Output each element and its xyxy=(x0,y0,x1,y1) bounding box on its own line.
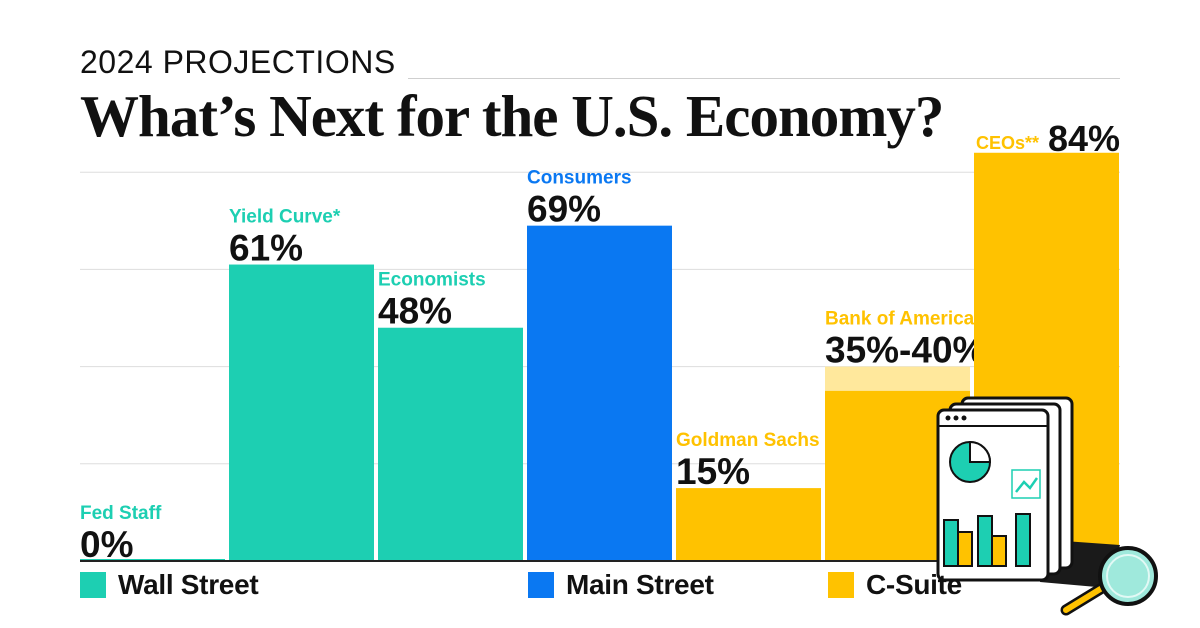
value-label: 0% xyxy=(80,524,133,565)
bar xyxy=(527,225,672,561)
category-label: CEOs** xyxy=(976,133,1039,153)
value-label: 61% xyxy=(229,228,303,269)
value-label: 48% xyxy=(378,291,452,332)
value-label: 15% xyxy=(676,451,750,492)
legend-label: Wall Street xyxy=(118,569,259,600)
magnifying-glass-icon xyxy=(1060,546,1158,616)
category-label: Yield Curve* xyxy=(229,207,341,228)
value-label: 35%-40% xyxy=(825,330,985,371)
legend-item: Main Street xyxy=(528,568,714,602)
legend-swatch xyxy=(528,572,554,598)
category-label: Goldman Sachs xyxy=(676,430,820,451)
category-label: Economists xyxy=(378,270,486,291)
kicker-divider xyxy=(408,78,1120,79)
page-title: What’s Next for the U.S. Economy? xyxy=(80,83,944,149)
bar xyxy=(378,327,523,561)
bar xyxy=(676,488,821,561)
kicker-heading: 2024 PROJECTIONS xyxy=(80,44,396,80)
category-label: Bank of America xyxy=(825,309,975,330)
legend-swatch xyxy=(828,572,854,598)
value-label: 84% xyxy=(1048,118,1120,159)
legend-label: C-Suite xyxy=(866,569,962,600)
legend-item: C-Suite xyxy=(828,568,962,602)
category-label: Consumers xyxy=(527,168,632,189)
dashboard-illustration-icon xyxy=(936,396,1120,588)
legend-item: Wall Street xyxy=(80,568,259,602)
bar xyxy=(229,264,374,561)
category-label: Fed Staff xyxy=(80,503,162,524)
value-label: 69% xyxy=(527,189,601,230)
legend-swatch xyxy=(80,572,106,598)
legend-label: Main Street xyxy=(566,569,714,600)
